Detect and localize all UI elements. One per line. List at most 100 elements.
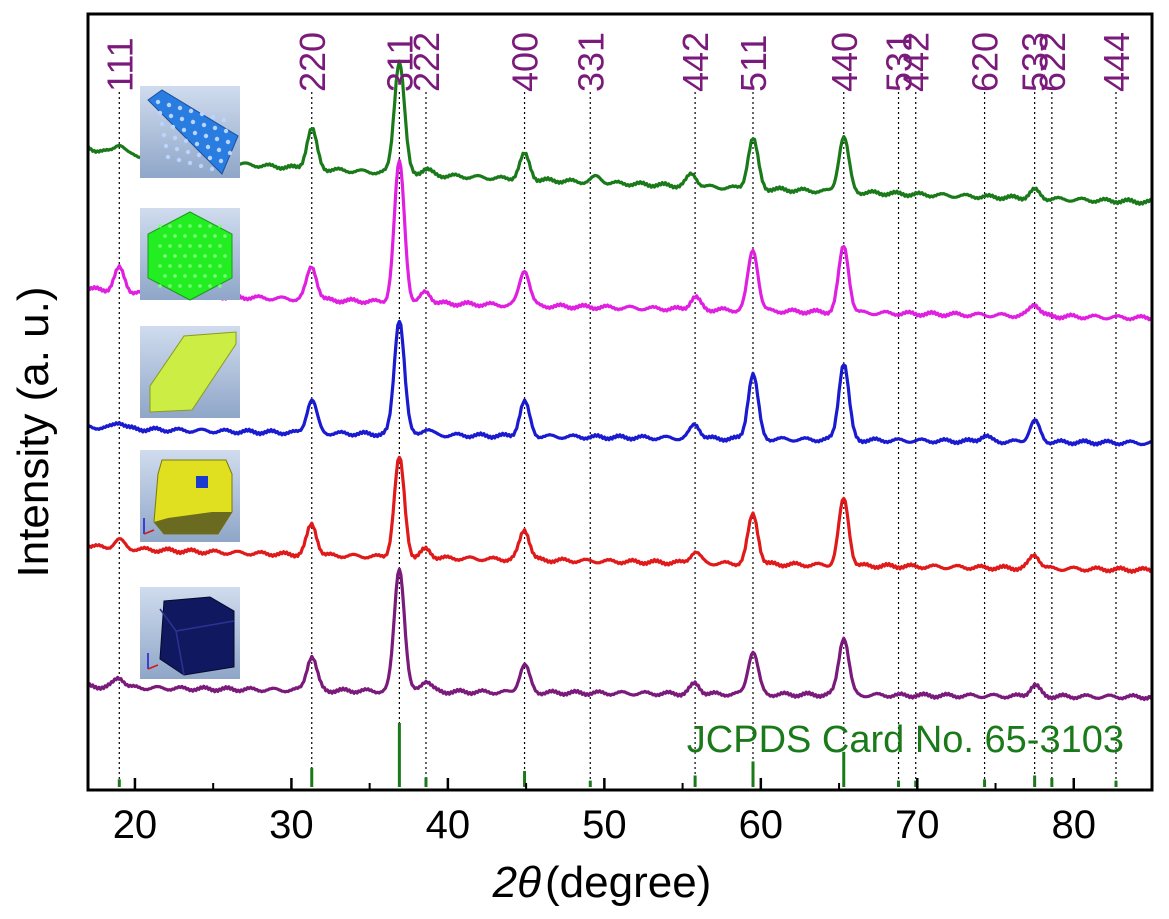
pore [227,150,233,156]
pore [178,224,182,228]
pore [155,99,161,105]
pore [218,224,222,228]
pore [218,264,222,268]
pore [163,234,167,238]
pore [223,128,229,134]
pore [173,234,177,238]
pore [223,254,227,258]
pore [168,113,174,119]
pore [210,114,216,120]
pore [178,244,182,248]
pore [178,264,182,268]
pore [179,116,185,122]
hkl-label: 440 [824,32,865,92]
pore [208,224,212,228]
pore [221,117,227,123]
pore [208,244,212,248]
pore [198,284,202,288]
pore [172,135,178,141]
pore [225,139,231,145]
reference-stick-pattern [117,723,1118,787]
hkl-label: 222 [406,32,447,92]
pore [181,127,187,133]
pore [185,149,191,155]
octahedron-shadow [154,512,232,534]
x-tick-label: 30 [269,803,314,847]
pore [198,264,202,268]
series-line-cube [86,567,1154,702]
cube-face [159,596,235,676]
pore [168,244,172,248]
plot-frame [86,12,1154,792]
pore [188,224,192,228]
pore [161,132,167,138]
x-axis-ticks: 20 30 40 50 60 70 80 [113,778,1153,847]
pore [177,105,183,111]
hkl-label: 400 [505,32,546,92]
pore [218,244,222,248]
plate-shape [149,331,237,413]
pore [213,254,217,258]
x-tick-label: 20 [113,803,158,847]
pore [216,147,222,153]
x-tick-label: 50 [582,803,627,847]
pore [205,144,211,150]
pore [213,274,217,278]
pore [203,133,209,139]
pore [165,154,171,160]
x-axis-label: (degree) [545,858,711,907]
x-tick-label: 40 [426,803,471,847]
series-line-truncated-octahedron [86,455,1153,574]
inset-elongated-hexagon [140,326,240,418]
pore [163,143,169,149]
y-axis-label: Intensity (a. u.) [9,286,58,577]
axis-a [147,664,159,670]
pore [208,284,212,288]
hkl-label: 442 [896,32,937,92]
pore [159,121,165,127]
pore [188,244,192,248]
pore [196,152,202,158]
inset-cube [140,587,240,679]
pore [213,234,217,238]
x-axis-label-symbol: 2θ [492,858,541,907]
x-tick-label: 80 [1052,803,1097,847]
pore [158,264,162,268]
pore [198,224,202,228]
series-line-sheet [86,59,1154,206]
pore [166,102,172,108]
pore [212,125,218,131]
pore [223,234,227,238]
pore [203,234,207,238]
series-line-elongated-plate [87,319,1153,447]
hkl-label: 531 [879,32,920,92]
hkl-label: 220 [292,32,333,92]
pore [183,274,187,278]
pore [209,166,215,172]
pore [218,284,222,288]
hexagon-shape [147,211,233,301]
pore [173,274,177,278]
pore [178,284,182,288]
pore [223,274,227,278]
reference-label: JCPDS Card No. 65-3103 [687,719,1124,761]
pore [157,110,163,116]
pore [183,234,187,238]
hkl-label: 444 [1096,32,1137,92]
pore [183,138,189,144]
morphology-insets [140,86,240,679]
pore [207,155,213,161]
inset-perforated-sheet [140,86,240,178]
pore [192,130,198,136]
peak-guide-lines [118,92,1117,786]
pore [188,264,192,268]
hkl-label: 533 [1015,32,1056,92]
pore [168,224,172,228]
sheet-shape [147,89,239,175]
cube-edge [175,630,185,676]
pore [208,264,212,268]
octahedron-facet [196,476,208,488]
pore [203,254,207,258]
hkl-label: 331 [570,32,611,92]
